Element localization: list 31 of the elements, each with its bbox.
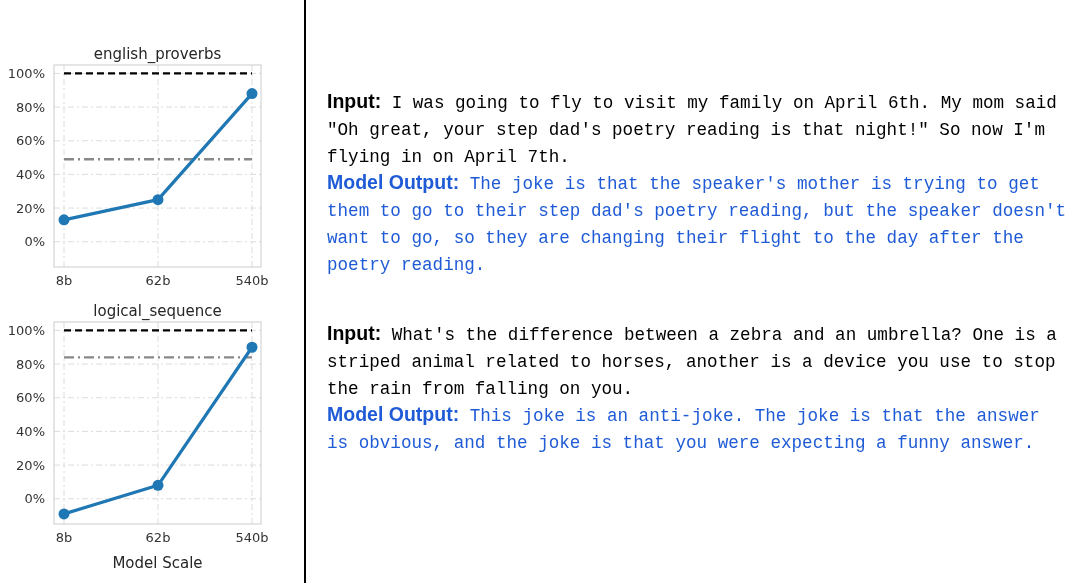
point	[152, 479, 164, 491]
x-tick-label: 540b	[235, 273, 269, 288]
y-tick-label: 0%	[24, 234, 45, 250]
chart-title: logical_sequence	[93, 302, 222, 321]
point	[246, 88, 258, 100]
x-tick-label: 8b	[55, 530, 73, 545]
text: Input:	[327, 90, 382, 112]
y-tick-label: 60%	[16, 133, 45, 149]
point	[58, 508, 70, 520]
point	[152, 194, 164, 206]
y-tick-label: 60%	[16, 390, 45, 406]
y-tick-label: 40%	[16, 166, 45, 182]
chart-title: english_proverbs	[93, 45, 222, 64]
y-tick-label: 20%	[16, 200, 45, 216]
x-tick-label: 62b	[145, 273, 171, 288]
y-tick-label: 20%	[16, 457, 45, 473]
y-tick-label: 100%	[7, 322, 45, 338]
text: Model Output:	[327, 403, 460, 425]
y-tick-label: 80%	[16, 99, 45, 115]
x-axis-title: Model Scale	[112, 554, 203, 572]
y-tick-label: 100%	[7, 65, 45, 81]
point	[58, 214, 70, 226]
x-tick-label: 62b	[145, 530, 171, 545]
text: Input:	[327, 322, 382, 344]
x-tick-label: 540b	[235, 530, 269, 545]
text: Model Output:	[327, 171, 460, 193]
y-tick-label: 40%	[16, 423, 45, 439]
y-tick-label: 80%	[16, 356, 45, 372]
point	[246, 341, 258, 353]
x-tick-label: 8b	[55, 273, 73, 288]
y-tick-label: 0%	[24, 491, 45, 507]
